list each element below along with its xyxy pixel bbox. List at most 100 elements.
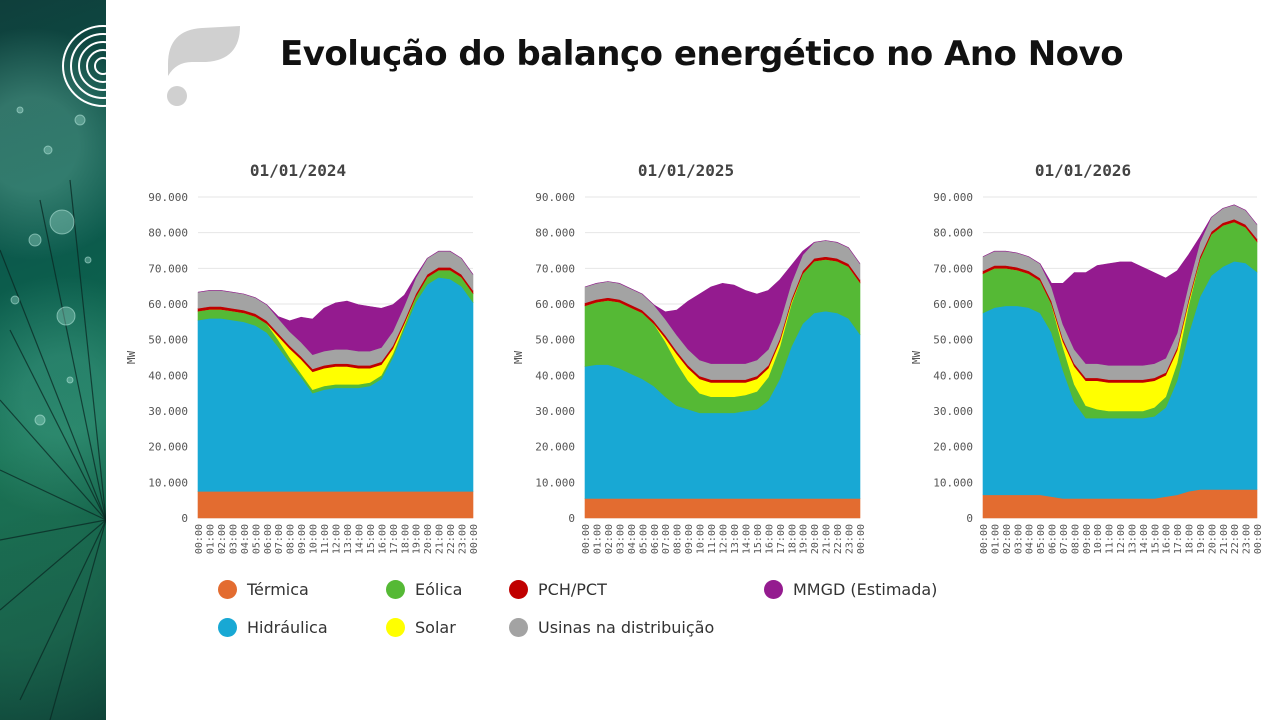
y-tick-label: 20.000: [535, 441, 575, 454]
x-tick-label: 14:00: [741, 524, 752, 554]
x-tick-label: 19:00: [799, 524, 810, 554]
y-tick-label: 20.000: [933, 441, 973, 454]
legend-item: MMGD (Estimada): [764, 580, 937, 599]
x-tick-label: 03:00: [1013, 524, 1024, 554]
y-tick-label: 70.000: [933, 262, 973, 275]
x-tick-label: 22:00: [446, 524, 457, 554]
x-tick-label: 09:00: [297, 524, 308, 554]
legend-label: MMGD (Estimada): [793, 580, 938, 599]
legend-item: Hidráulica: [218, 618, 328, 637]
x-tick-label: 14:00: [354, 524, 365, 554]
y-tick-label: 10.000: [535, 476, 575, 489]
x-tick-label: 10:00: [1093, 524, 1104, 554]
x-tick-label: 22:00: [1230, 524, 1241, 554]
y-tick-label: 90.000: [535, 191, 575, 204]
x-tick-label: 18:00: [400, 524, 411, 554]
y-tick-label: 50.000: [535, 334, 575, 347]
legend-item: PCH/PCT: [509, 580, 607, 599]
x-tick-label: 08:00: [286, 524, 297, 554]
x-tick-label: 15:00: [366, 524, 377, 554]
y-tick-label: 80.000: [148, 227, 188, 240]
x-tick-label: 03:00: [228, 524, 239, 554]
x-tick-label: 15:00: [753, 524, 764, 554]
y-tick-label: 30.000: [148, 405, 188, 418]
chart-1: 01/01/2024 0 10.000 20.000 30.000 40.000 50.00…: [125, 161, 480, 554]
x-tick-label: 07:00: [661, 524, 672, 554]
x-tick-label: 04:00: [627, 524, 638, 554]
x-tick-label: 05:00: [638, 524, 649, 554]
x-tick-label: 23:00: [845, 524, 856, 554]
area-mmgd-estimada-: [584, 240, 861, 364]
area-mmgd-estimada-: [197, 250, 474, 355]
x-tick-label: 17:00: [1173, 524, 1184, 554]
y-axis-label: MW: [125, 351, 138, 365]
x-tick-label: 17:00: [389, 524, 400, 554]
legend-swatch: [218, 580, 237, 599]
y-tick-label: 70.000: [535, 262, 575, 275]
x-tick-label: 10:00: [696, 524, 707, 554]
y-tick-label: 80.000: [933, 227, 973, 240]
y-tick-label: 30.000: [933, 405, 973, 418]
y-tick-label: 0: [181, 512, 188, 525]
legend-swatch: [218, 618, 237, 637]
y-tick-label: 10.000: [148, 476, 188, 489]
chart-title: 01/01/2026: [1035, 161, 1131, 180]
x-tick-label: 09:00: [684, 524, 695, 554]
x-tick-label: 02:00: [217, 524, 228, 554]
x-tick-label: 11:00: [320, 524, 331, 554]
x-tick-label: 15:00: [1150, 524, 1161, 554]
chart-title: 01/01/2025: [638, 161, 734, 180]
y-axis-label: MW: [910, 351, 923, 365]
x-tick-label: 18:00: [787, 524, 798, 554]
y-tick-label: 60.000: [933, 298, 973, 311]
x-tick-label: 11:00: [707, 524, 718, 554]
legend-swatch: [386, 580, 405, 599]
chart-2: 01/01/2025 0 10.000 20.000 30.000 40.000 50.00…: [512, 161, 867, 554]
legend-swatch: [386, 618, 405, 637]
x-tick-label: 00:00: [1253, 524, 1264, 554]
x-tick-label: 06:00: [650, 524, 661, 554]
x-tick-label: 11:00: [1105, 524, 1116, 554]
y-tick-label: 50.000: [933, 334, 973, 347]
x-tick-label: 16:00: [377, 524, 388, 554]
company-logo: [60, 24, 245, 115]
legend-label: Térmica: [247, 580, 309, 599]
x-tick-label: 21:00: [822, 524, 833, 554]
y-tick-label: 90.000: [148, 191, 188, 204]
legend-label: Usinas na distribuição: [538, 618, 715, 637]
x-tick-label: 02:00: [1002, 524, 1013, 554]
legend-swatch: [509, 618, 528, 637]
x-tick-label: 00:00: [979, 524, 990, 554]
x-tick-label: 01:00: [990, 524, 1001, 554]
x-tick-label: 19:00: [1196, 524, 1207, 554]
x-tick-label: 01:00: [592, 524, 603, 554]
x-tick-label: 00:00: [581, 524, 592, 554]
y-tick-label: 0: [568, 512, 575, 525]
legend-label: Eólica: [415, 580, 463, 599]
x-tick-label: 04:00: [240, 524, 251, 554]
y-tick-label: 80.000: [535, 227, 575, 240]
x-tick-label: 06:00: [263, 524, 274, 554]
area-mmgd-estimada-: [982, 204, 1258, 366]
x-tick-label: 10:00: [309, 524, 320, 554]
x-tick-label: 13:00: [730, 524, 741, 554]
x-tick-label: 16:00: [1162, 524, 1173, 554]
y-tick-label: 30.000: [535, 405, 575, 418]
x-tick-label: 12:00: [1116, 524, 1127, 554]
y-tick-label: 40.000: [148, 369, 188, 382]
dandelion-decoration: [0, 106, 106, 720]
legend-item: Solar: [386, 618, 456, 637]
y-tick-label: 0: [966, 512, 973, 525]
chart-3: 01/01/2026 0 10.000 20.000 30.000 40.000 50.00…: [910, 161, 1264, 554]
x-tick-label: 23:00: [458, 524, 469, 554]
x-tick-label: 09:00: [1082, 524, 1093, 554]
x-tick-label: 20:00: [810, 524, 821, 554]
legend-swatch: [764, 580, 783, 599]
x-tick-label: 08:00: [1070, 524, 1081, 554]
y-tick-label: 20.000: [148, 441, 188, 454]
legend-label: PCH/PCT: [538, 580, 607, 599]
x-tick-label: 14:00: [1139, 524, 1150, 554]
y-tick-label: 90.000: [933, 191, 973, 204]
x-tick-label: 21:00: [1219, 524, 1230, 554]
x-tick-label: 17:00: [776, 524, 787, 554]
